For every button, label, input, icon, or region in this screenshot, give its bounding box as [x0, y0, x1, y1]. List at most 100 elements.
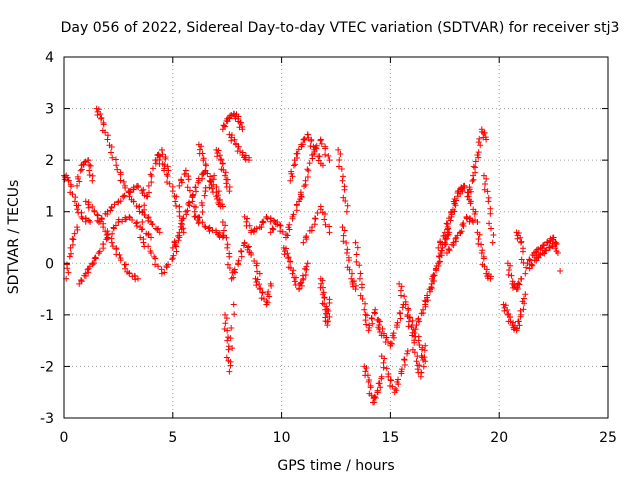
data-point-interp	[90, 260, 97, 267]
data-point-interp	[94, 211, 101, 218]
data-point-interp	[78, 278, 85, 285]
data-point-interp	[103, 232, 110, 239]
data-point-interp	[132, 276, 139, 283]
data-point	[385, 373, 392, 380]
data-point-interp	[415, 315, 422, 322]
data-point-interp	[97, 110, 104, 117]
data-point	[289, 213, 296, 220]
data-point-interp	[291, 278, 298, 285]
data-point-interp	[308, 137, 315, 144]
data-point	[224, 244, 231, 251]
data-point-interp	[87, 162, 94, 169]
data-point	[267, 280, 274, 287]
chart-title: Day 056 of 2022, Sidereal Day-to-day VTE…	[61, 20, 620, 36]
data-point-interp	[341, 227, 348, 234]
data-point-interp	[411, 349, 418, 356]
data-point-interp	[354, 244, 361, 251]
data-point-interp	[140, 186, 147, 193]
data-point-interp	[326, 313, 333, 320]
data-point	[365, 378, 372, 385]
data-point-interp	[353, 251, 360, 258]
data-point-interp	[321, 216, 328, 223]
data-point-interp	[207, 179, 214, 186]
data-point-interp	[260, 218, 267, 225]
data-point-interp	[98, 215, 105, 222]
data-point-interp	[290, 267, 297, 274]
data-point-interp	[117, 177, 124, 184]
data-point	[137, 234, 144, 241]
data-point-interp	[518, 256, 525, 263]
data-point	[404, 347, 411, 354]
data-point-interp	[482, 181, 489, 188]
data-point-interp	[457, 186, 464, 193]
data-point	[100, 224, 107, 231]
data-point-interp	[315, 157, 322, 164]
data-point-interp	[109, 230, 116, 237]
data-point-interp	[311, 221, 318, 228]
data-point	[522, 291, 529, 298]
data-point-interp	[357, 292, 364, 299]
data-point	[126, 213, 133, 220]
data-point-interp	[100, 121, 107, 128]
data-point-interp	[224, 327, 231, 334]
data-point	[365, 327, 372, 334]
data-point	[296, 198, 303, 205]
data-point-interp	[117, 171, 124, 178]
data-point-interp	[411, 339, 418, 346]
data-point	[148, 234, 155, 241]
data-point-interp	[77, 167, 84, 174]
data-point-interp	[529, 262, 536, 269]
data-point-interp	[431, 277, 438, 284]
data-point	[378, 373, 385, 380]
data-point-interp	[63, 261, 70, 268]
data-point-interp	[467, 200, 474, 207]
data-point-interp	[231, 136, 238, 143]
data-point-interp	[115, 216, 122, 223]
y-tick-label: -1	[40, 308, 54, 324]
data-point-interp	[475, 240, 482, 247]
data-point-interp	[483, 266, 490, 273]
data-point	[485, 198, 492, 205]
data-point-interp	[349, 280, 356, 287]
data-point-interp	[163, 262, 170, 269]
data-point-interp	[130, 186, 137, 193]
data-point-interp	[424, 292, 431, 299]
data-point	[470, 219, 477, 226]
data-point	[422, 342, 429, 349]
data-point	[478, 249, 485, 256]
data-point-interp	[102, 129, 109, 136]
data-point	[474, 151, 481, 158]
data-point-interp	[517, 307, 524, 314]
data-point-interp	[279, 228, 286, 235]
data-point-interp	[66, 253, 73, 260]
y-tick-label: 4	[45, 50, 54, 66]
y-tick-label: -2	[40, 359, 54, 375]
data-point	[113, 162, 120, 169]
data-point-interp	[222, 222, 229, 229]
data-point-interp	[76, 178, 83, 185]
data-point-interp	[206, 228, 213, 235]
data-point-interp	[357, 270, 364, 277]
data-point-interp	[265, 288, 272, 295]
data-point-interp	[120, 178, 127, 185]
data-point-interp	[517, 234, 524, 241]
data-point-interp	[281, 251, 288, 258]
data-point-interp	[85, 204, 92, 211]
data-point	[104, 136, 111, 143]
data-point	[483, 136, 490, 143]
data-point-interp	[155, 263, 162, 270]
data-point-interp	[374, 387, 381, 394]
data-point-interp	[109, 243, 116, 250]
data-point-interp	[401, 293, 408, 300]
data-point-interp	[231, 311, 238, 318]
data-point-interp	[459, 221, 466, 228]
data-point-interp	[445, 246, 452, 253]
data-point	[309, 224, 316, 231]
data-point-interp	[364, 312, 371, 319]
data-point-interp	[288, 168, 295, 175]
data-point-interp	[342, 197, 349, 204]
data-point	[487, 275, 494, 282]
data-point-interp	[256, 281, 263, 288]
data-point-interp	[69, 241, 76, 248]
data-point-interp	[345, 257, 352, 264]
